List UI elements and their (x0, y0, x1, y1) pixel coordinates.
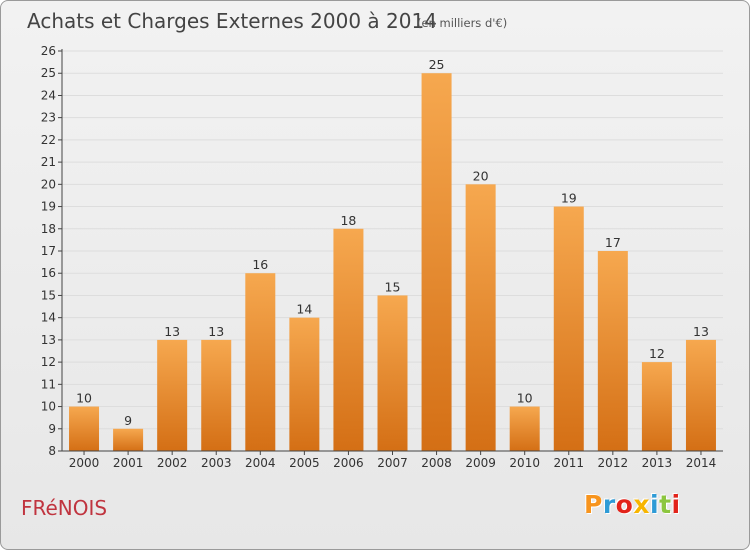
x-tick-label: 2010 (509, 456, 540, 470)
value-label: 15 (385, 279, 401, 294)
y-tick-label: 20 (41, 177, 56, 191)
value-label: 18 (340, 213, 356, 228)
logo-letter: t (659, 490, 672, 519)
chart-subtitle: (en milliers d'€) (417, 16, 507, 30)
y-tick-label: 23 (41, 111, 56, 125)
bar-2007 (377, 295, 408, 451)
y-tick-label: 24 (41, 88, 56, 102)
bar-2005 (289, 317, 320, 451)
value-label: 17 (605, 235, 621, 250)
logo-letter: P (584, 490, 603, 519)
proxiti-logo: Proxiti (584, 490, 681, 519)
x-tick-label: 2006 (333, 456, 364, 470)
y-tick-label: 11 (41, 377, 56, 391)
value-label: 13 (164, 324, 180, 339)
logo-letter: o (615, 490, 634, 519)
y-tick-label: 16 (41, 266, 56, 280)
y-tick-label: 18 (41, 222, 56, 236)
x-tick-label: 2003 (201, 456, 232, 470)
y-tick-label: 9 (48, 422, 56, 436)
value-label: 12 (649, 346, 665, 361)
chart-title: Achats et Charges Externes 2000 à 2014 (27, 9, 437, 33)
bar-2006 (333, 228, 364, 451)
bar-2010 (509, 406, 540, 451)
logo-letter: r (602, 490, 616, 519)
bar-2013 (641, 362, 672, 451)
bar-2002 (157, 339, 188, 451)
axes: 8 9 10 11 12 13 14 15 16 17 18 19 20 21 22 23 24 25 26 2000… (41, 44, 723, 470)
y-tick-label: 25 (41, 66, 56, 80)
bar-2004 (245, 273, 276, 451)
x-tick-label: 2009 (465, 456, 496, 470)
y-tick-label: 21 (41, 155, 56, 169)
x-tick-label: 2012 (598, 456, 629, 470)
x-tick-label: 2011 (553, 456, 584, 470)
logo-letter: i (650, 490, 660, 519)
x-tick-label: 2004 (245, 456, 276, 470)
value-label: 14 (296, 302, 312, 317)
y-tick-label: 12 (41, 355, 56, 369)
bar-2014 (685, 339, 716, 451)
y-tick-label: 22 (41, 133, 56, 147)
bar-2000 (69, 406, 100, 451)
y-tick-label: 8 (48, 444, 56, 458)
x-tick-label: 2014 (686, 456, 717, 470)
value-label: 25 (429, 57, 445, 72)
value-label: 10 (76, 391, 92, 406)
bar-2001 (113, 428, 144, 451)
y-tick-label: 26 (41, 44, 56, 58)
value-label: 13 (208, 324, 224, 339)
x-tick-label: 2007 (377, 456, 408, 470)
y-tick-label: 17 (41, 244, 56, 258)
logo-letter: x (633, 490, 650, 519)
commune-name: FRéNOIS (21, 496, 108, 520)
value-label: 9 (124, 413, 132, 428)
x-tick-label: 2013 (642, 456, 673, 470)
y-tick-label: 15 (41, 288, 56, 302)
bar-2012 (597, 251, 628, 451)
value-label: 19 (561, 191, 577, 206)
bar-2008 (421, 73, 452, 451)
x-tick-label: 2001 (113, 456, 144, 470)
logo-letter: i (671, 490, 681, 519)
x-tick-label: 2005 (289, 456, 320, 470)
value-label: 10 (517, 391, 533, 406)
y-tick-label: 13 (41, 333, 56, 347)
x-tick-label: 2008 (421, 456, 452, 470)
value-label: 16 (252, 257, 268, 272)
x-tick-label: 2002 (157, 456, 188, 470)
y-tick-label: 10 (41, 400, 56, 414)
bar-2011 (553, 206, 584, 451)
x-tick-label: 2000 (69, 456, 100, 470)
y-tick-label: 14 (41, 311, 56, 325)
bars: 10 9 13 13 16 14 18 15 25 20 10 19 17 12 13 (69, 57, 716, 452)
value-label: 20 (473, 168, 489, 183)
bar-2009 (465, 184, 496, 452)
value-label: 13 (693, 324, 709, 339)
y-tick-label: 19 (41, 200, 56, 214)
bar-2003 (201, 339, 232, 451)
